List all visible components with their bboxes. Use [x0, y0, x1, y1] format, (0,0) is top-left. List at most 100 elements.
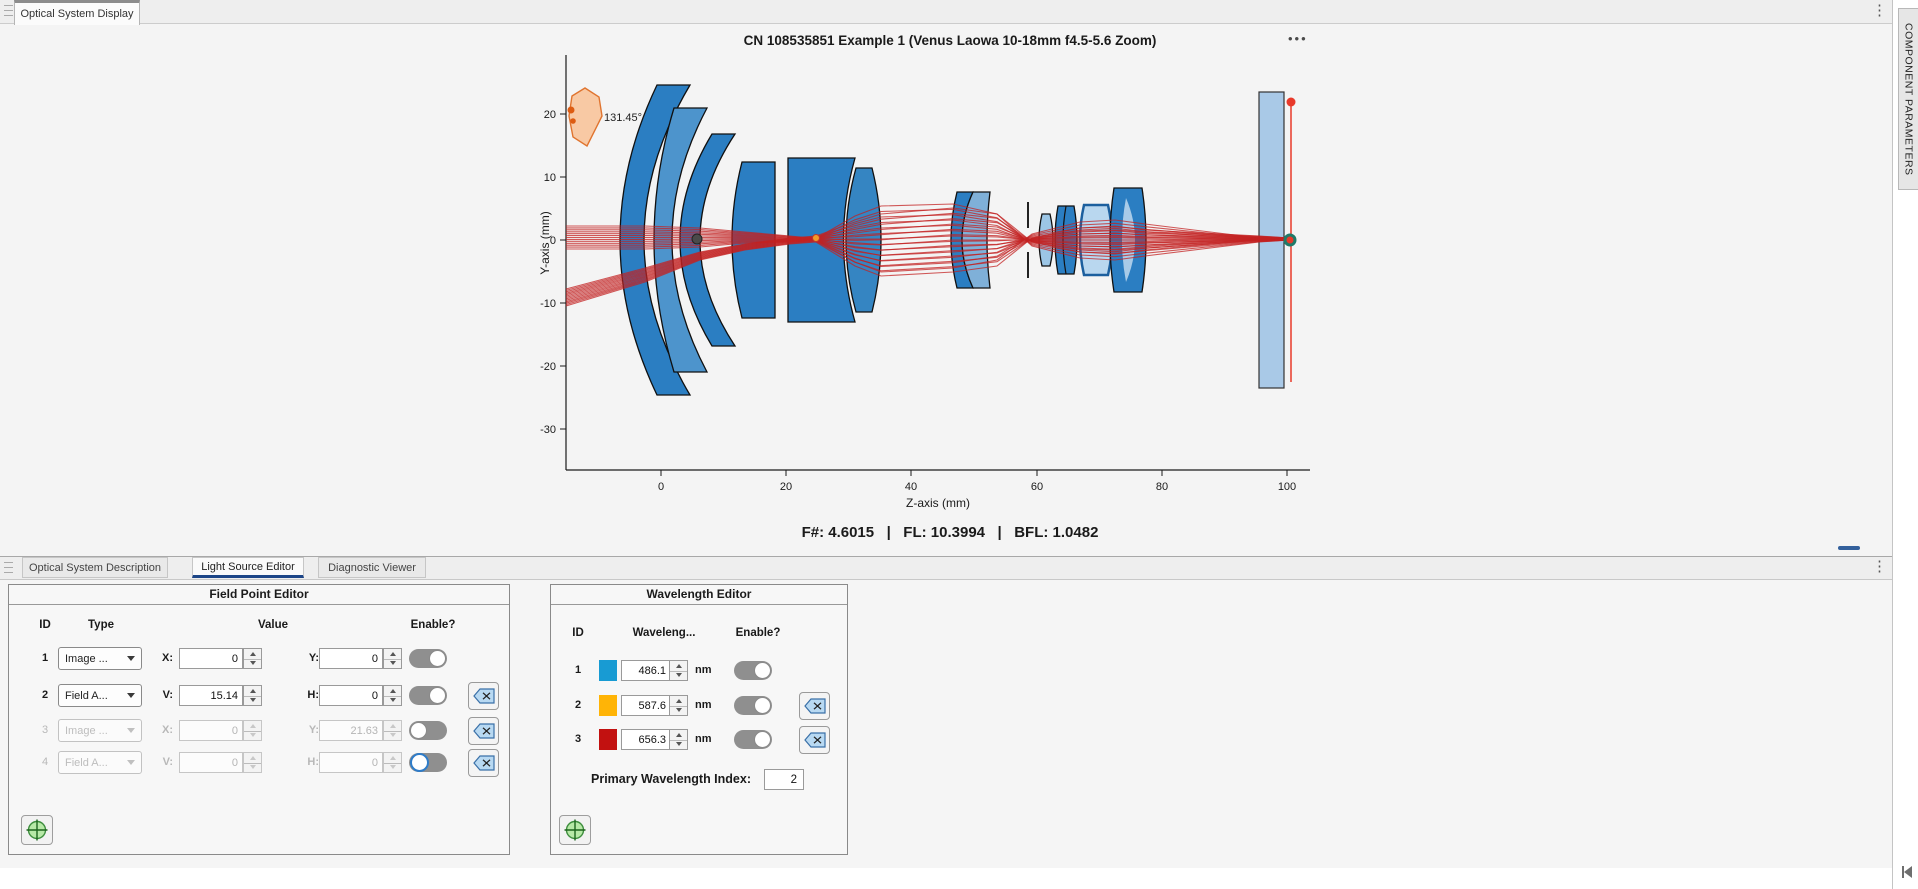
pane-menu-icon[interactable]: ⋮	[1872, 558, 1887, 575]
tab-label: Optical System Display	[20, 8, 134, 20]
value1-spinner[interactable]	[243, 752, 262, 773]
ray-trace	[565, 225, 1291, 307]
value2-input[interactable]	[319, 752, 383, 773]
wavelength-input[interactable]	[621, 729, 671, 750]
tab-diagnostic-viewer[interactable]: Diagnostic Viewer	[318, 557, 426, 578]
value2-label: H:	[307, 689, 319, 701]
add-icon	[26, 819, 48, 841]
delete-row-button[interactable]	[468, 749, 499, 777]
value2-input[interactable]	[319, 685, 383, 706]
toggle-knob	[429, 650, 446, 667]
value1-label: V:	[162, 756, 173, 768]
value2-input[interactable]	[319, 648, 383, 669]
wavelength-color-swatch	[599, 695, 617, 716]
ray-trace	[565, 227, 1291, 306]
field-point-editor-title: Field Point Editor	[9, 585, 509, 605]
tab-light-source-editor[interactable]: Light Source Editor	[192, 557, 304, 578]
enable-toggle[interactable]	[409, 686, 447, 705]
add-wavelength-button[interactable]	[559, 815, 591, 845]
enable-toggle[interactable]	[409, 721, 447, 740]
ray-trace	[566, 203, 1291, 261]
wavelength-input[interactable]	[621, 695, 671, 716]
value2-label: Y:	[308, 724, 319, 736]
value1-input[interactable]	[179, 752, 243, 773]
column-header-id: ID	[572, 627, 584, 639]
field-type-dropdown[interactable]: Image ...	[58, 647, 142, 670]
lens-element	[619, 84, 692, 396]
svg-text:0: 0	[550, 235, 556, 247]
svg-text:40: 40	[905, 481, 917, 493]
value2-label: H:	[307, 756, 319, 768]
unit-label: nm	[695, 733, 712, 745]
enable-toggle[interactable]	[734, 696, 772, 715]
field-type-dropdown[interactable]: Image ...	[58, 719, 142, 742]
add-field-point-button[interactable]	[21, 815, 53, 845]
field-type-dropdown[interactable]: Field A...	[58, 684, 142, 707]
value2-spinner[interactable]	[383, 752, 402, 773]
optical-system-display-pane: Optical System Display ⋮ CN 108535851 Ex…	[0, 0, 1892, 557]
value1-input[interactable]	[179, 685, 243, 706]
row-id: 3	[574, 733, 582, 745]
wavelength-input[interactable]	[621, 660, 671, 681]
value2-input[interactable]	[319, 720, 383, 741]
value1-label: X:	[162, 652, 173, 664]
component-parameters-tab[interactable]: COMPONENT PARAMETERS	[1898, 8, 1918, 190]
field-type-dropdown[interactable]: Field A...	[58, 751, 142, 774]
value2-label: Y:	[308, 652, 319, 664]
skip-to-start-icon[interactable]	[1899, 864, 1915, 880]
primary-wavelength-label: Primary Wavelength Index:	[591, 772, 751, 786]
tab-label: Optical System Description	[28, 561, 162, 574]
drag-grip-icon[interactable]	[4, 562, 13, 575]
bottom-tabstrip: Optical System Description Light Source …	[0, 557, 1892, 580]
value1-input[interactable]	[179, 720, 243, 741]
field-point-row: 4 Field A... V: H:	[9, 749, 509, 777]
delete-row-button[interactable]	[468, 682, 499, 710]
value1-spinner[interactable]	[243, 685, 262, 706]
svg-text:-10: -10	[540, 298, 556, 310]
wavelength-spinner[interactable]	[669, 695, 688, 716]
component-parameters-label: COMPONENT PARAMETERS	[1902, 22, 1915, 176]
axes-toolbar-icon[interactable]: •••	[1288, 31, 1308, 46]
fov-angle-label: 131.45°	[604, 112, 642, 124]
value1-input[interactable]	[179, 648, 243, 669]
svg-text:10: 10	[544, 172, 556, 184]
value2-spinner[interactable]	[383, 648, 402, 669]
dropdown-value: Field A...	[65, 756, 108, 769]
row-id: 2	[41, 689, 49, 701]
value2-spinner[interactable]	[383, 720, 402, 741]
enable-toggle[interactable]	[409, 649, 447, 668]
delete-row-button[interactable]	[468, 717, 499, 745]
ray-trace	[565, 207, 1291, 290]
toggle-knob	[429, 687, 446, 704]
tab-optical-system-display[interactable]: Optical System Display	[14, 0, 140, 25]
drag-grip-icon[interactable]	[4, 5, 13, 18]
primary-wavelength-input[interactable]	[764, 769, 804, 790]
chevron-down-icon	[127, 760, 135, 765]
ray-trace	[565, 232, 1291, 303]
marker-dot	[1286, 97, 1296, 107]
enable-toggle[interactable]	[734, 661, 772, 680]
wavelength-spinner[interactable]	[669, 729, 688, 750]
ray-trace	[565, 234, 1291, 297]
delete-row-button[interactable]	[799, 726, 830, 754]
wavelength-spinner[interactable]	[669, 660, 688, 681]
tab-optical-system-description[interactable]: Optical System Description	[22, 557, 168, 578]
chevron-down-icon	[127, 693, 135, 698]
delete-row-button[interactable]	[799, 692, 830, 720]
enable-toggle[interactable]	[409, 753, 447, 772]
right-rail: COMPONENT PARAMETERS	[1892, 0, 1918, 889]
value2-spinner[interactable]	[383, 685, 402, 706]
pane-menu-icon[interactable]: ⋮	[1872, 2, 1887, 19]
value1-spinner[interactable]	[243, 720, 262, 741]
column-header-enable: Enable?	[735, 627, 781, 639]
chevron-down-icon	[127, 728, 135, 733]
value1-label: V:	[162, 689, 173, 701]
value1-spinner[interactable]	[243, 648, 262, 669]
svg-text:20: 20	[780, 481, 792, 493]
enable-toggle[interactable]	[734, 730, 772, 749]
pane-splitter-handle[interactable]	[1838, 546, 1860, 550]
marker-dot	[691, 233, 703, 245]
ray-trace	[566, 219, 1291, 273]
delete-icon	[472, 688, 495, 704]
